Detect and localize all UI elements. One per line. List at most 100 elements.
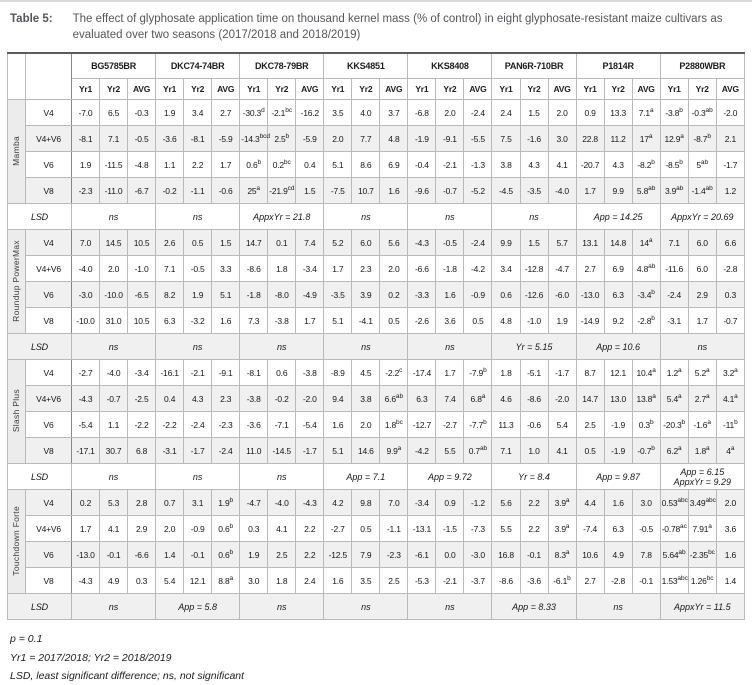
- data-cell: -13.0: [70, 541, 101, 569]
- significance-letter: b: [651, 314, 655, 322]
- data-cell: -4.3: [407, 229, 437, 257]
- data-cell: 14.6: [351, 437, 381, 465]
- data-cell: -5.9: [295, 125, 325, 153]
- data-cell: -3.1: [155, 437, 185, 465]
- significance-letter: b: [651, 444, 655, 452]
- data-cell: 3.5: [323, 99, 353, 127]
- data-cell: 4.5: [351, 359, 381, 387]
- data-cell: 11.2: [603, 125, 633, 153]
- data-cell: 4.8: [379, 125, 409, 153]
- cultivar-header: DKC78-79BR: [239, 52, 325, 80]
- data-cell: 4.8ab: [631, 255, 661, 283]
- data-cell: -3.5: [323, 281, 353, 309]
- year-header: Yr2: [99, 78, 129, 101]
- cultivar-header: PAN6R-710BR: [491, 52, 577, 80]
- cultivar-header: KKS4851: [323, 52, 409, 80]
- lsd-value-cell: App = 10.6: [575, 333, 661, 361]
- treatment-group-label: Touchdown Forte: [7, 489, 26, 595]
- significance-letter: a: [707, 418, 711, 426]
- data-cell: -6.5: [127, 281, 157, 309]
- data-cell: -2.1: [435, 151, 465, 179]
- table-row: V4+V6 -4.0 2.0 -1.0 7.1 -0.5 3.3 -8.6 1.8 -3.4 1.7…: [8, 255, 746, 283]
- year-header: Yr2: [267, 78, 297, 101]
- data-cell: -0.6: [519, 411, 549, 439]
- data-cell: 2.1: [715, 125, 746, 153]
- data-cell: 7.4: [295, 229, 325, 257]
- significance-letter: a: [677, 366, 682, 374]
- significance-letter: bc: [708, 548, 715, 556]
- data-cell: 1.6: [715, 541, 746, 569]
- lsd-value-cell: ns: [155, 463, 241, 491]
- data-cell: 0.3: [127, 567, 157, 595]
- data-cell: 14.7: [575, 385, 605, 413]
- data-cell: 3.9: [351, 281, 381, 309]
- data-cell: 0.1: [267, 229, 297, 257]
- significance-letter: a: [648, 236, 653, 244]
- lsd-value-cell: App = 6.15 AppxYr = 9.29: [659, 463, 746, 491]
- data-cell: -0.7b: [631, 437, 661, 465]
- data-cell: 1.7: [211, 151, 241, 179]
- application-time-label: V6: [25, 151, 72, 179]
- data-cell: -7.7b: [463, 411, 493, 439]
- application-time-label: V6: [25, 281, 72, 309]
- significance-letter: abc: [677, 496, 688, 504]
- data-cell: -5.1: [519, 359, 549, 387]
- table-header: BG5785BR DKC74-74BR DKC78-79BR KKS4851 KKS84…: [7, 52, 746, 101]
- data-cell: 3.5: [351, 567, 381, 595]
- data-cell: -3.8: [295, 359, 325, 387]
- data-cell: 6.3: [407, 385, 437, 413]
- significance-letter: a: [677, 444, 682, 452]
- treatment-group-label: Roundup PowerMax: [7, 229, 26, 335]
- data-cell: 6.8a: [463, 385, 493, 413]
- significance-letter: a: [706, 444, 710, 452]
- data-cell: 1.53abc: [659, 567, 689, 595]
- data-cell: 5ab: [687, 151, 717, 179]
- data-cell: -12.7: [407, 411, 437, 439]
- data-cell: 7.5: [491, 125, 521, 153]
- data-cell: -2.3: [211, 411, 241, 439]
- data-cell: -5.4: [295, 411, 325, 439]
- data-cell: -3.1: [659, 307, 689, 335]
- significance-letter: b: [229, 548, 234, 556]
- data-cell: 0.3: [715, 281, 746, 309]
- significance-letter: b: [229, 496, 234, 504]
- data-cell: 4.2: [323, 489, 353, 517]
- data-cell: 5.3: [99, 489, 129, 517]
- significance-letter: b: [679, 106, 683, 114]
- lsd-value-cell: App = 8.33: [491, 593, 577, 621]
- data-cell: 6.9: [603, 255, 633, 283]
- data-cell: 6.0: [687, 255, 717, 283]
- data-cell: 9.9: [603, 177, 633, 205]
- application-time-label: V4+V6: [25, 255, 72, 283]
- data-cell: 2.7a: [687, 385, 717, 413]
- data-cell: -0.1: [99, 541, 129, 569]
- corner-cell: [25, 52, 72, 101]
- data-cell: -3.2: [183, 307, 213, 335]
- data-cell: 1.6: [435, 281, 465, 309]
- lsd-value-cell: ns: [407, 333, 493, 361]
- table-row: Touchdown Forte V4 0.2 5.3 2.8 0.7 3.1 1.9b -4.7…: [7, 489, 746, 595]
- lsd-value-cell: ns: [70, 203, 157, 231]
- data-cell: -2.0: [295, 385, 325, 413]
- data-cell: -0.4: [407, 151, 437, 179]
- lsd-value-cell: ns: [575, 593, 661, 621]
- significance-letter: cd: [287, 184, 295, 192]
- lsd-value-cell: App = 9.87: [575, 463, 661, 491]
- data-cell: -2.0: [547, 385, 577, 413]
- data-cell: -2.0: [715, 99, 746, 127]
- data-cell: 1.5: [295, 177, 325, 205]
- data-cell: 1.5: [519, 229, 549, 257]
- data-cell: 3.1: [183, 489, 213, 517]
- data-cell: -8.1: [183, 125, 213, 153]
- data-cell: 0.6: [491, 281, 521, 309]
- data-cell: -11.6: [659, 255, 689, 283]
- data-cell: 2.5b: [267, 125, 297, 153]
- data-cell: -4.1: [351, 307, 381, 335]
- data-cell: -3.6: [519, 567, 549, 595]
- data-cell: 3.8: [351, 385, 381, 413]
- data-cell: -9.1: [211, 359, 241, 387]
- data-cell: -6.0: [547, 281, 577, 309]
- data-cell: -2.8: [715, 255, 746, 283]
- data-cell: -1.5: [435, 515, 465, 543]
- kernel-mass-table: BG5785BR DKC74-74BR DKC78-79BR KKS4851 KKS84…: [7, 52, 746, 621]
